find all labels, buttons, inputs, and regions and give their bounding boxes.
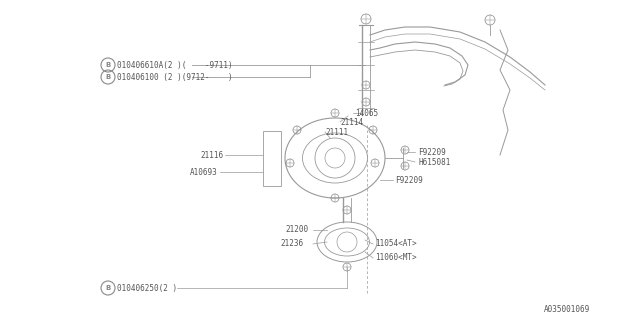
Text: 21116: 21116 bbox=[200, 150, 223, 159]
Text: A035001069: A035001069 bbox=[544, 306, 590, 315]
Text: F92209: F92209 bbox=[395, 175, 423, 185]
Text: 010406610A(2 )(    -9711): 010406610A(2 )( -9711) bbox=[117, 60, 232, 69]
Text: F92209: F92209 bbox=[418, 148, 445, 156]
Text: 010406100 (2 )(9712-    ): 010406100 (2 )(9712- ) bbox=[117, 73, 232, 82]
Text: B: B bbox=[106, 285, 111, 291]
Text: 21111: 21111 bbox=[325, 127, 348, 137]
Text: 14065: 14065 bbox=[355, 108, 378, 117]
Text: A10693: A10693 bbox=[190, 167, 218, 177]
Text: B: B bbox=[106, 74, 111, 80]
Text: 21114: 21114 bbox=[340, 117, 363, 126]
Text: 11054<AT>: 11054<AT> bbox=[375, 239, 417, 249]
Text: 010406250(2 ): 010406250(2 ) bbox=[117, 284, 177, 292]
Text: 21236: 21236 bbox=[280, 239, 303, 249]
Text: B: B bbox=[106, 62, 111, 68]
Text: 11060<MT>: 11060<MT> bbox=[375, 253, 417, 262]
Text: 21200: 21200 bbox=[285, 226, 308, 235]
Text: H615081: H615081 bbox=[418, 157, 451, 166]
